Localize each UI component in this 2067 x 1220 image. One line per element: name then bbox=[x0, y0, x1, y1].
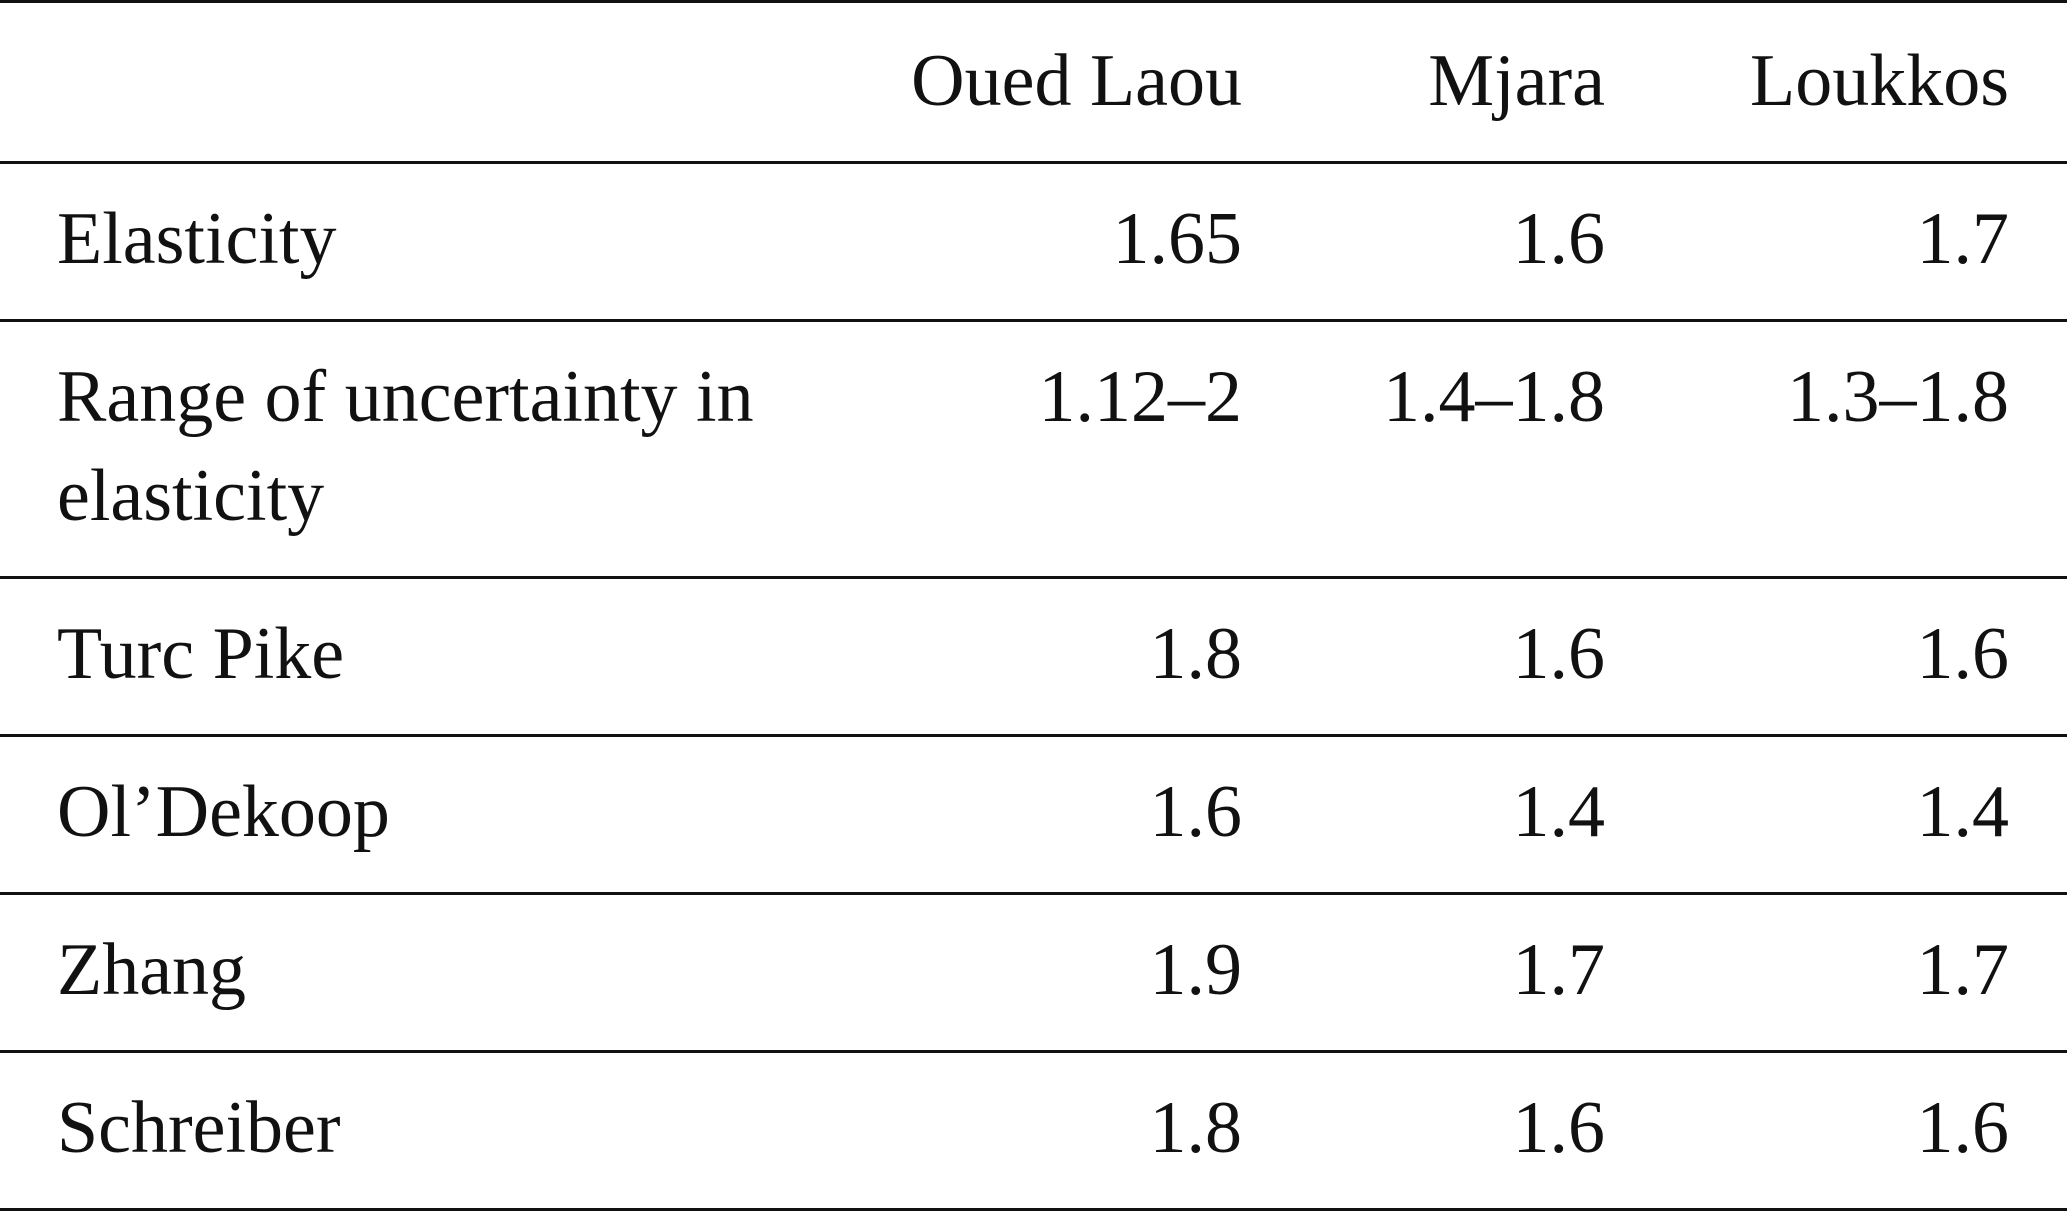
row-label: Elasticity bbox=[57, 198, 337, 280]
table-cell: 1.6 bbox=[1512, 613, 1606, 695]
table-cell: 1.8 bbox=[1149, 613, 1243, 695]
table-cell: 1.4–1.8 bbox=[1383, 356, 1605, 438]
table-cell: 1.8 bbox=[1149, 1087, 1243, 1169]
table-row: Turc Pike 1.8 1.6 1.6 bbox=[0, 579, 2067, 737]
table-row: Schreiber 1.8 1.6 1.6 bbox=[0, 1053, 2067, 1211]
row-label: Turc Pike bbox=[57, 613, 345, 695]
table-cell: 1.12–2 bbox=[1038, 356, 1243, 438]
table-cell: 1.6 bbox=[1512, 1087, 1606, 1169]
table-cell: 1.7 bbox=[1916, 198, 2010, 280]
table-cell: 1.6 bbox=[1149, 771, 1243, 853]
table-cell: 1.3–1.8 bbox=[1787, 356, 2009, 438]
row-label: Range of uncertainty in elasticity bbox=[57, 356, 754, 537]
table-cell: 1.65 bbox=[1112, 198, 1243, 280]
table-cell: 1.9 bbox=[1149, 929, 1243, 1011]
table-row: Ol’Dekoop 1.6 1.4 1.4 bbox=[0, 737, 2067, 895]
table-cell: 1.6 bbox=[1916, 1087, 2010, 1169]
table-cell: 1.4 bbox=[1512, 771, 1606, 853]
row-label: Schreiber bbox=[57, 1087, 341, 1169]
table-cell: 1.7 bbox=[1916, 929, 2010, 1011]
column-header: Oued Laou bbox=[911, 40, 1242, 122]
table-row: Elasticity 1.65 1.6 1.7 bbox=[0, 164, 2067, 322]
table-cell: 1.6 bbox=[1512, 198, 1606, 280]
table-cell: 1.4 bbox=[1916, 771, 2010, 853]
column-header: Mjara bbox=[1428, 40, 1605, 122]
table-row: Zhang 1.9 1.7 1.7 bbox=[0, 895, 2067, 1053]
row-label: Zhang bbox=[57, 929, 247, 1011]
row-label: Ol’Dekoop bbox=[57, 771, 390, 853]
table-cell: 1.7 bbox=[1512, 929, 1606, 1011]
column-header: Loukkos bbox=[1750, 40, 2009, 122]
table-row: Range of uncertainty in elasticity 1.12–2… bbox=[0, 322, 2067, 579]
table-cell: 1.6 bbox=[1916, 613, 2010, 695]
header-row: Oued Laou Mjara Loukkos bbox=[0, 3, 2067, 164]
corner-cell bbox=[57, 32, 792, 131]
